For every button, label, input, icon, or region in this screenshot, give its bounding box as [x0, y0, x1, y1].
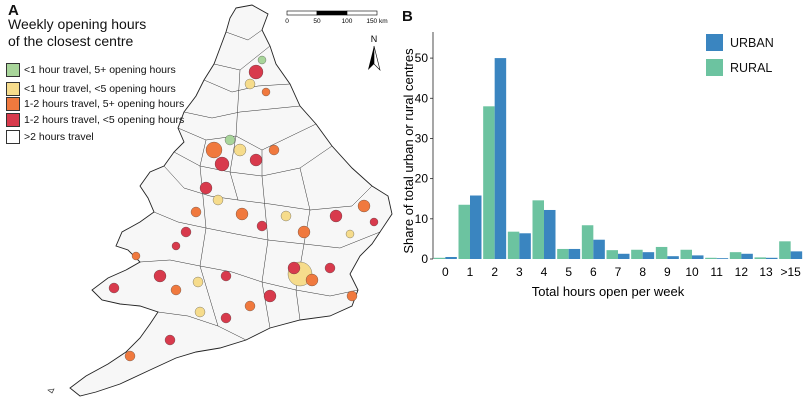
access-regions	[108, 55, 379, 362]
bar-rural	[680, 249, 692, 259]
bar-rural	[631, 249, 643, 259]
bar-rural	[655, 246, 668, 259]
legend-item: <1 hour travel, 5+ opening hours	[6, 63, 176, 77]
bar-urban	[519, 233, 531, 259]
bar-rural	[483, 106, 495, 260]
scilly-isles	[47, 388, 55, 394]
bar-rural	[729, 252, 742, 259]
x-tick-label: >15	[780, 265, 801, 279]
legend-item: >2 hours travel	[6, 130, 94, 144]
bar-rural	[779, 241, 791, 259]
legend-swatch	[6, 113, 20, 127]
legend-swatch	[6, 82, 20, 96]
bar-urban	[667, 256, 679, 259]
x-tick-label: 13	[759, 265, 773, 279]
x-tick-label: 6	[590, 265, 597, 279]
bar-urban	[790, 251, 803, 259]
x-tick-label: 11	[710, 265, 723, 279]
x-tick-label: 8	[639, 265, 646, 279]
bar-urban	[642, 252, 655, 259]
scale-tick-label: 0	[285, 18, 289, 25]
x-tick-label: 5	[565, 265, 572, 279]
scale-tick-label: 50	[313, 18, 321, 25]
bar-rural	[606, 250, 618, 259]
x-tick-label: 3	[516, 265, 523, 279]
panel-b-label: B	[402, 8, 413, 25]
x-tick-label: 1	[467, 265, 474, 279]
legend-swatch	[6, 97, 20, 111]
chart-legend-rural: RURAL	[706, 59, 772, 76]
legend-swatch-urban	[706, 34, 723, 51]
bar-rural	[507, 231, 520, 259]
chart-legend-urban: URBAN	[706, 34, 774, 51]
scale-bar: 0 50 100 150 km	[285, 10, 388, 25]
legend-item-label: <1 hour travel, <5 opening hours	[24, 83, 176, 95]
y-tick-label: 30	[415, 131, 429, 145]
map-outline	[69, 4, 393, 397]
legend-item: <1 hour travel, <5 opening hours	[6, 82, 176, 96]
legend-title: Weekly opening hours of the closest cent…	[8, 16, 198, 50]
bar-urban	[494, 58, 507, 259]
legend-item-label: >2 hours travel	[24, 131, 94, 143]
map-boundaries	[139, 29, 381, 341]
y-tick-label: 40	[415, 91, 429, 105]
bar-rural	[458, 204, 470, 259]
panel-a-label: A	[8, 2, 19, 19]
legend-title-line1: Weekly opening hours	[8, 16, 147, 32]
y-tick-label: 20	[415, 172, 429, 186]
x-tick-label: 9	[664, 265, 671, 279]
legend-item-label: 1-2 hours travel, <5 opening hours	[24, 114, 185, 126]
legend-swatch	[6, 130, 20, 144]
legend-title-line2: of the closest centre	[8, 33, 134, 49]
north-arrow-icon: N	[368, 34, 381, 71]
bar-urban	[593, 239, 605, 259]
legend-swatch-rural	[706, 59, 723, 76]
bar-urban	[716, 258, 729, 259]
bar-rural	[581, 225, 594, 259]
legend-label-rural: RURAL	[730, 60, 773, 75]
bar-rural	[557, 248, 569, 259]
legend-swatch	[6, 63, 20, 77]
x-tick-label: 2	[491, 265, 498, 279]
x-tick-label: 4	[541, 265, 548, 279]
legend-item-label: 1-2 hours travel, 5+ opening hours	[24, 98, 185, 110]
x-tick-label: 0	[442, 265, 449, 279]
bar-rural	[532, 200, 544, 259]
scale-tick-label: 100	[342, 18, 353, 25]
legend-item: 1-2 hours travel, <5 opening hours	[6, 113, 184, 127]
bar-urban	[766, 257, 778, 259]
bar-urban	[692, 255, 704, 259]
legend-label-urban: URBAN	[730, 35, 774, 50]
scale-tick-label: 150 km	[366, 18, 387, 25]
x-tick-label: 7	[615, 265, 622, 279]
y-tick-label: 50	[415, 51, 429, 65]
x-tick-label: 10	[685, 265, 699, 279]
bar-rural	[705, 257, 717, 259]
bar-urban	[741, 253, 753, 259]
bar-urban	[470, 195, 482, 259]
england-wales-map: 0 50 100 150 km N	[47, 4, 393, 397]
x-tick-label: 12	[735, 265, 749, 279]
y-axis-label: Share of total urban or rural centres	[401, 48, 416, 254]
x-axis-label: Total hours open per week	[532, 284, 685, 299]
bar-urban	[568, 248, 581, 259]
bar-rural	[433, 257, 446, 259]
legend-item-label: <1 hour travel, 5+ opening hours	[24, 64, 176, 76]
bar-rural	[754, 257, 766, 259]
bar-urban	[445, 256, 457, 259]
north-label: N	[371, 34, 378, 44]
bar-urban	[544, 209, 556, 259]
y-tick-label: 0	[421, 252, 428, 266]
bar-urban	[618, 253, 630, 259]
y-tick-label: 10	[415, 212, 429, 226]
legend-item: 1-2 hours travel, 5+ opening hours	[6, 97, 184, 111]
